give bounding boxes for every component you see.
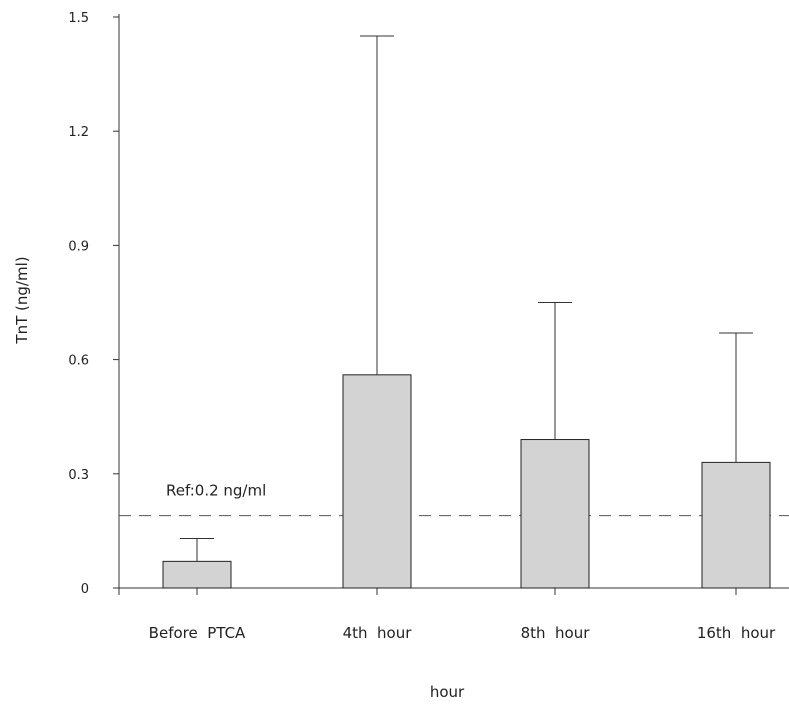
y-tick-label: 0 [81, 582, 89, 597]
y-tick-label: 1.2 [68, 125, 89, 140]
y-axis-title: TnT (ng/ml) [13, 256, 31, 344]
bars [162, 374, 771, 589]
x-axis-title: hour [430, 683, 465, 701]
x-category-label: 8th hour [521, 624, 591, 642]
bar [342, 374, 412, 589]
y-tick-label: 0.6 [68, 354, 89, 369]
y-tick-label: 0.3 [68, 468, 89, 483]
reference-label: Ref:0.2 ng/ml [166, 482, 266, 500]
bar [520, 439, 590, 589]
error-bars [180, 35, 753, 562]
x-axis: Before PTCA 4th hour 8th hour 16th hour [118, 587, 789, 642]
x-category-label: 16th hour [697, 624, 776, 642]
bar [162, 560, 232, 589]
y-tick-label: 1.5 [68, 11, 89, 26]
reference-line-group: Ref:0.2 ng/ml [119, 482, 789, 517]
bar [701, 461, 771, 589]
y-tick-label: 0.9 [68, 239, 89, 254]
y-axis: 0 0.3 0.6 0.9 1.2 1.5 [68, 11, 120, 597]
x-category-label: 4th hour [343, 624, 413, 642]
x-category-label: Before PTCA [149, 624, 246, 642]
